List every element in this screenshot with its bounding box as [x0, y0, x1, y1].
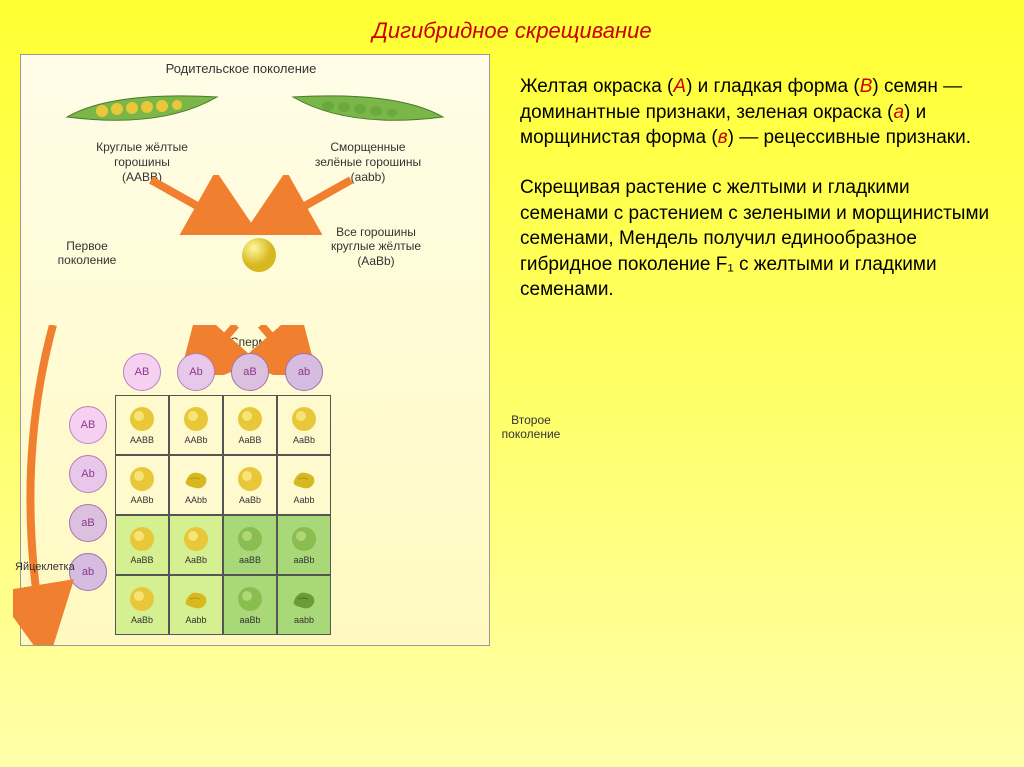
- punnett-cell-1-2: AaBb: [223, 455, 277, 515]
- f1-caption: Все горошины круглые жёлтые (AaBb): [311, 225, 441, 268]
- punnett-square: ABAbaBab ABAbaBab AABBAABbAaBBAaBbAABbAA…: [69, 353, 481, 635]
- paragraph-2: Скрещивая растение с желтыми и гладкими …: [520, 175, 994, 303]
- gamete-sperm-AB: AB: [123, 353, 161, 391]
- gamete-sperm-aB: aB: [231, 353, 269, 391]
- pea-pod-green-icon: [288, 89, 448, 131]
- parent-gen-label: Родительское поколение: [141, 61, 341, 77]
- punnett-cell-3-3: aabb: [277, 575, 331, 635]
- caption: Сморщенные: [268, 140, 468, 155]
- diagram-panel: Родительское поколение Круглые жёлтые го…: [20, 54, 490, 646]
- punnett-cell-2-2: aaBB: [223, 515, 277, 575]
- egg-arrow: [13, 325, 93, 645]
- punnett-cell-2-0: AaBB: [115, 515, 169, 575]
- page-title: Дигибридное скрещивание: [0, 0, 1024, 54]
- punnett-cell-1-1: AAbb: [169, 455, 223, 515]
- punnett-cell-2-1: AaBb: [169, 515, 223, 575]
- punnett-cell-0-2: AaBB: [223, 395, 277, 455]
- punnett-cell-3-2: aaBb: [223, 575, 277, 635]
- caption: горошины: [42, 155, 242, 170]
- paragraph-1: Желтая окраска (А) и гладкая форма (В) с…: [520, 74, 994, 151]
- f1-label: Первое поколение: [47, 239, 127, 268]
- punnett-cell-3-1: Aabb: [169, 575, 223, 635]
- explanation-text: Желтая окраска (А) и гладкая форма (В) с…: [490, 54, 1004, 646]
- punnett-cell-0-3: AaBb: [277, 395, 331, 455]
- gamete-sperm-ab: ab: [285, 353, 323, 391]
- punnett-cell-3-0: AaBb: [115, 575, 169, 635]
- punnett-cell-0-0: AABB: [115, 395, 169, 455]
- caption: зелёные горошины: [268, 155, 468, 170]
- punnett-cell-1-0: AABb: [115, 455, 169, 515]
- caption: Круглые жёлтые: [42, 140, 242, 155]
- egg-label: Яйцеклетка: [15, 561, 75, 573]
- punnett-cell-2-3: aaBb: [277, 515, 331, 575]
- pea-pod-yellow-icon: [62, 89, 222, 131]
- punnett-cell-0-1: AABb: [169, 395, 223, 455]
- gamete-sperm-Ab: Ab: [177, 353, 215, 391]
- parent-left: Круглые жёлтые горошины (AABB): [42, 89, 242, 185]
- parent-right: Сморщенные зелёные горошины (aabb): [268, 89, 468, 185]
- f1-pea-icon: [239, 235, 279, 275]
- f2-label: Второе поколение: [491, 413, 571, 442]
- punnett-cell-1-3: Aabb: [277, 455, 331, 515]
